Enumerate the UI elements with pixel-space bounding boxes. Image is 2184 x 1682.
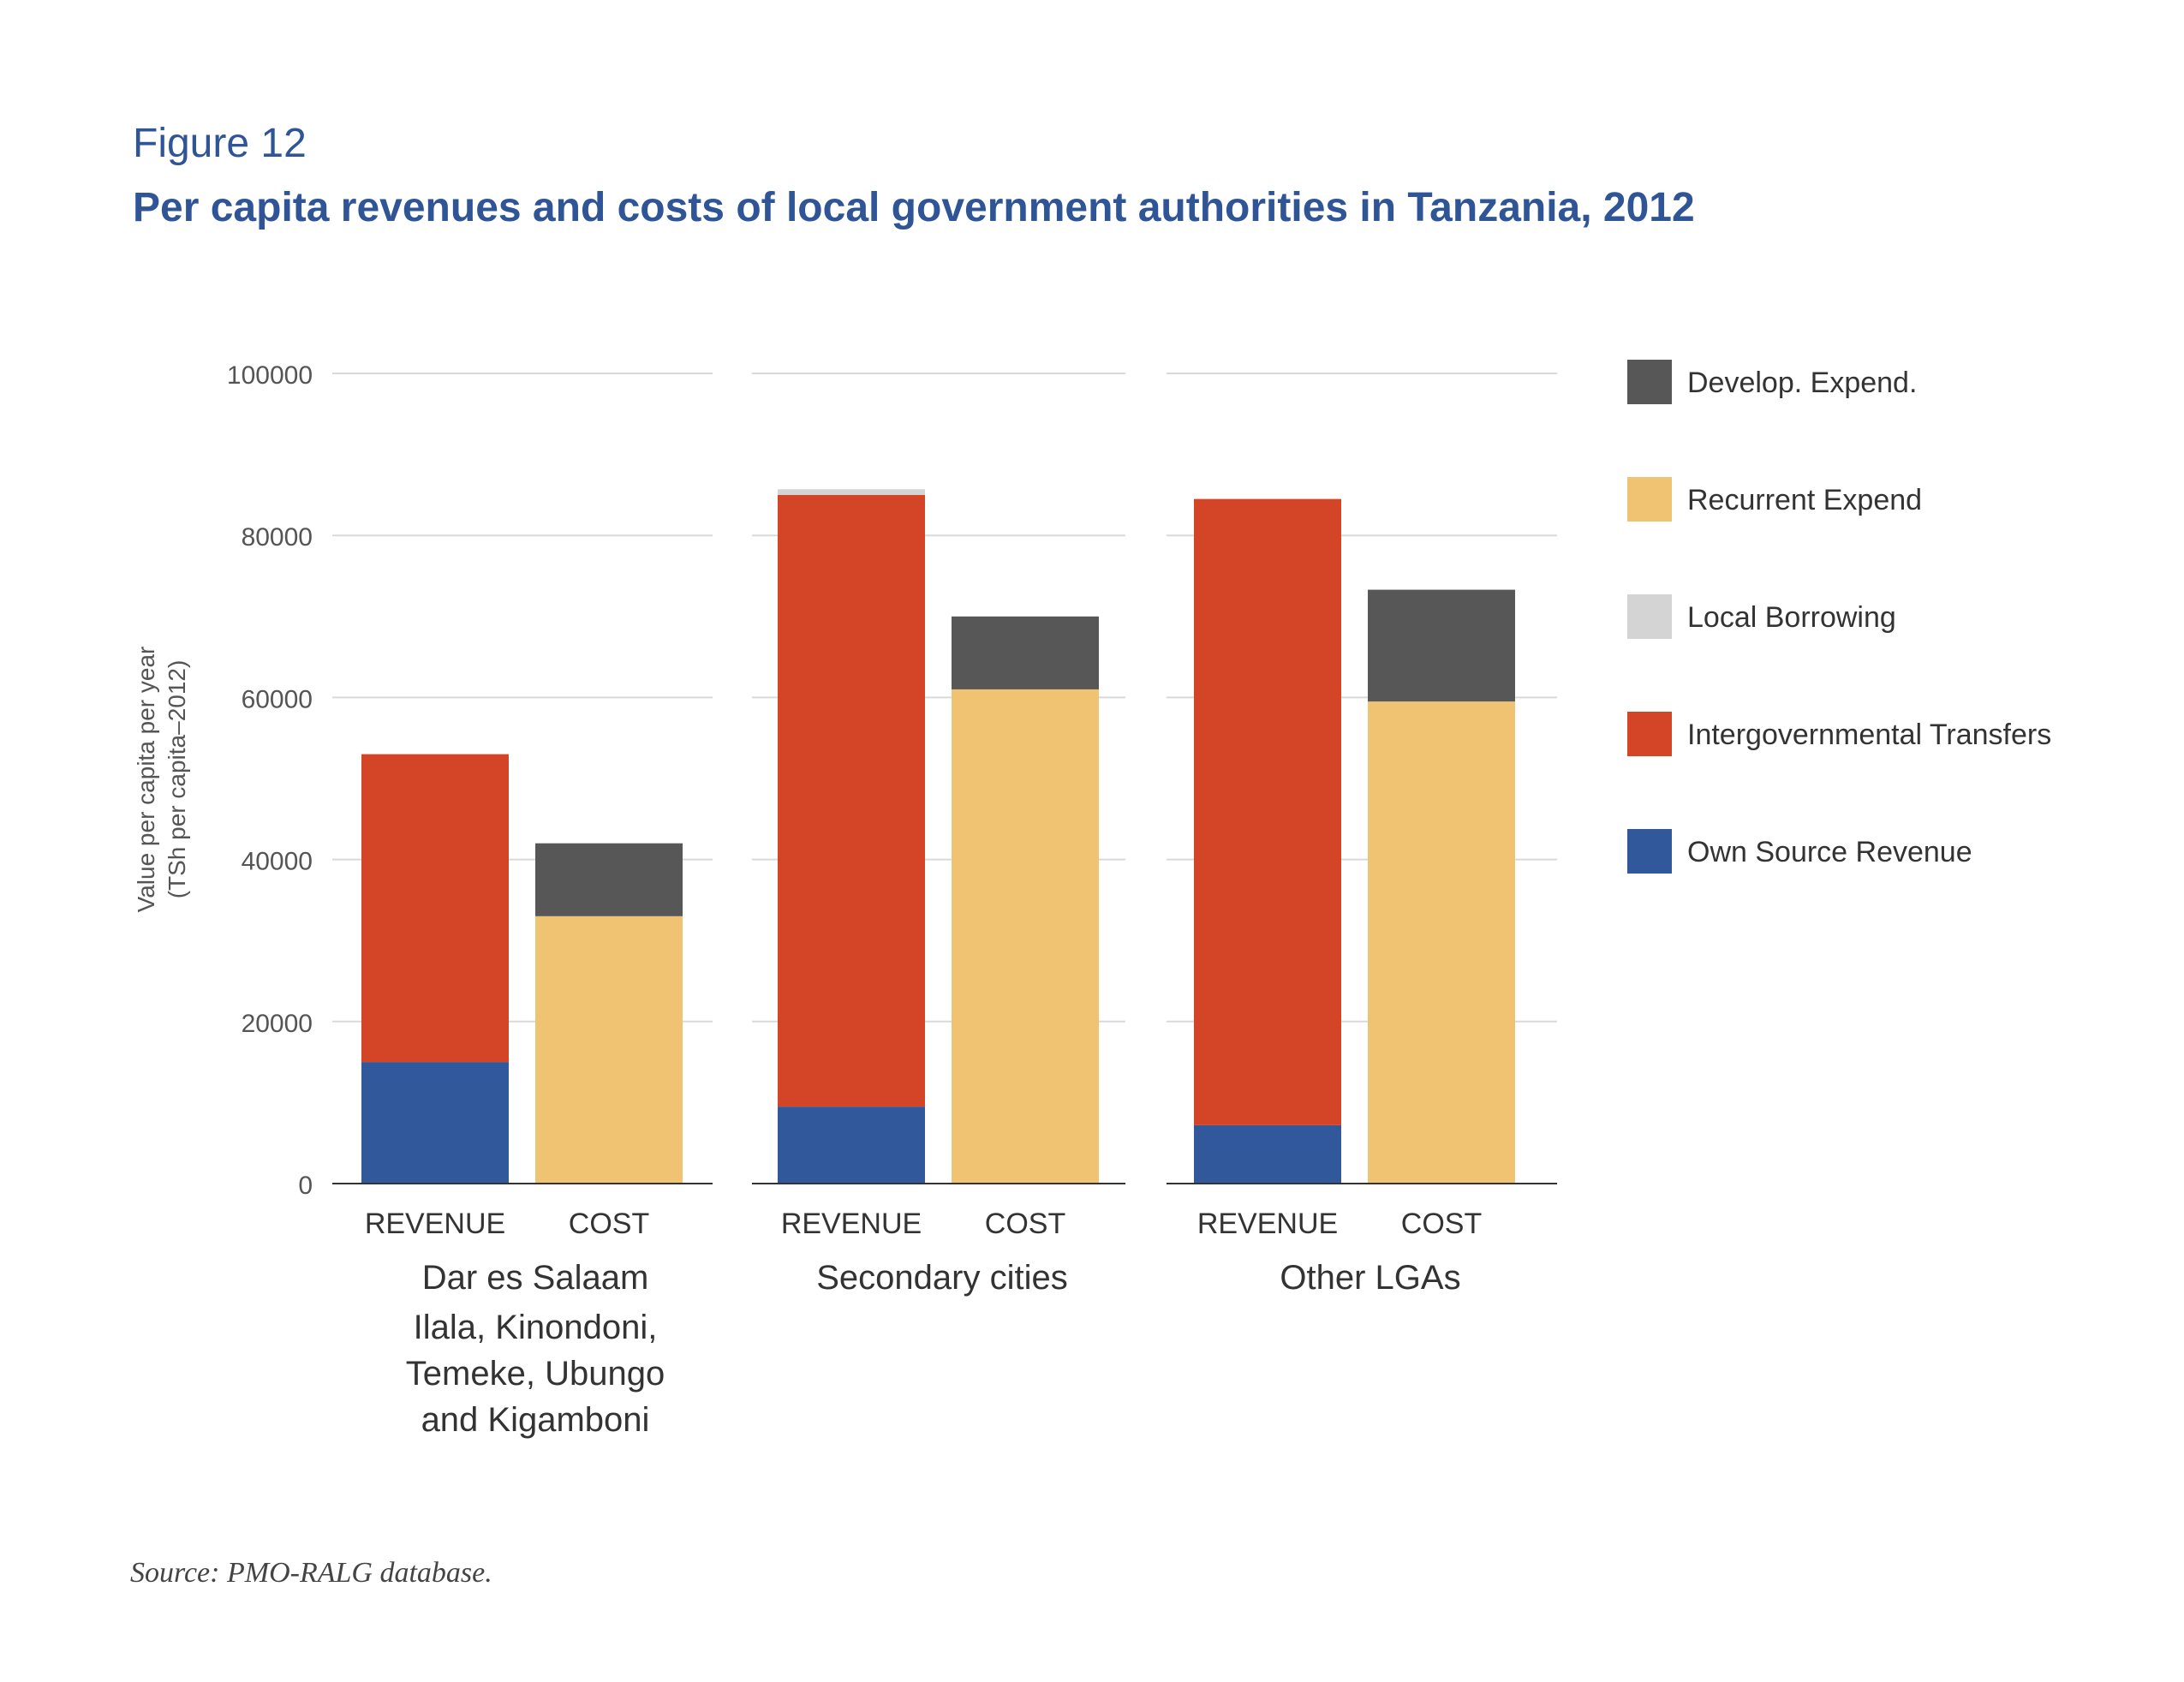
legend-item: Recurrent Expend: [1627, 477, 2158, 522]
develop-expend-bar-segment: [535, 843, 683, 916]
own-source-revenue-bar-segment: [778, 1106, 925, 1184]
legend-swatch: [1627, 829, 1672, 874]
legend-label: Intergovernmental Transfers: [1687, 719, 2052, 751]
y-tick-label: 60000: [242, 685, 313, 713]
y-axis-label: Value per capita per year (TSh per capita…: [133, 647, 190, 913]
group-subtitle-line: Temeke, Ubungo: [406, 1355, 665, 1393]
own-source-revenue-bar-segment: [1194, 1124, 1341, 1184]
legend-swatch: [1627, 594, 1672, 639]
legend-label: Recurrent Expend: [1687, 484, 1923, 516]
legend-label: Develop. Expend.: [1687, 367, 1918, 399]
bar-category-label: REVENUE: [365, 1208, 505, 1240]
local-borrowing-bar-segment: [778, 489, 925, 495]
y-tick-label: 40000: [242, 848, 313, 876]
group-subtitle-line: Ilala, Kinondoni,: [414, 1309, 658, 1346]
bar-category-label: COST: [1401, 1208, 1482, 1240]
legend-item: Local Borrowing: [1627, 594, 2158, 639]
bar-category-label: COST: [569, 1208, 649, 1240]
bar-category-label: COST: [985, 1208, 1065, 1240]
develop-expend-bar-segment: [952, 616, 1099, 689]
develop-expend-bar-segment: [1368, 589, 1515, 702]
group-label: Other LGAs: [1280, 1259, 1460, 1297]
bar-category-label: REVENUE: [1197, 1208, 1338, 1240]
intergovernmental-transfers-bar-segment: [778, 494, 925, 1107]
recurrent-expend-bar-segment: [952, 689, 1099, 1184]
legend-swatch: [1627, 360, 1672, 404]
legend-swatch: [1627, 477, 1672, 522]
chart-title: Per capita revenues and costs of local g…: [133, 185, 1695, 230]
legend-item: Develop. Expend.: [1627, 360, 2158, 404]
bar-category-label: REVENUE: [781, 1208, 922, 1240]
legend-item: Intergovernmental Transfers: [1627, 712, 2158, 756]
source-note: Source: PMO-RALG database.: [130, 1557, 492, 1589]
recurrent-expend-bar-segment: [535, 916, 683, 1184]
y-tick-label: 0: [298, 1172, 313, 1200]
figure-label: Figure 12: [133, 121, 307, 166]
intergovernmental-transfers-bar-segment: [1194, 498, 1341, 1125]
intergovernmental-transfers-bar-segment: [361, 754, 509, 1063]
group-label: Dar es Salaam: [422, 1259, 649, 1297]
y-axis-label-line1: Value per capita per year: [133, 647, 159, 913]
y-tick-label: 100000: [227, 361, 313, 390]
y-tick-label: 80000: [242, 523, 313, 552]
legend-swatch: [1627, 712, 1672, 756]
group-subtitle-line: and Kigamboni: [421, 1401, 650, 1439]
own-source-revenue-bar-segment: [361, 1062, 509, 1184]
legend-label: Local Borrowing: [1687, 601, 1896, 634]
legend-item: Own Source Revenue: [1627, 829, 2158, 874]
y-tick-label: 20000: [242, 1010, 313, 1038]
legend-label: Own Source Revenue: [1687, 836, 1972, 868]
y-axis-label-line2: (TSh per capita–2012): [164, 660, 190, 899]
group-label: Secondary cities: [816, 1259, 1067, 1297]
recurrent-expend-bar-segment: [1368, 701, 1515, 1184]
